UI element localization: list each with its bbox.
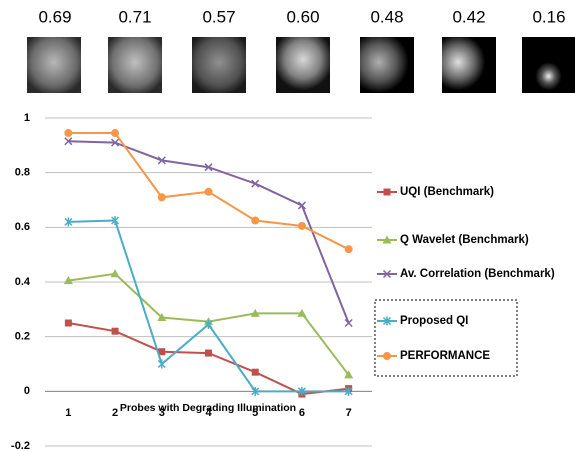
x-tick-label: 7 bbox=[346, 407, 352, 419]
y-tick-label: 0.6 bbox=[15, 221, 30, 233]
face-score: 0.42 bbox=[452, 7, 485, 26]
legend-label: Q Wavelet (Benchmark) bbox=[400, 234, 529, 246]
x-tick-label: 5 bbox=[252, 407, 258, 419]
marker bbox=[111, 129, 119, 137]
y-tick-label: 0.2 bbox=[15, 331, 30, 343]
marker bbox=[65, 320, 72, 327]
face-score: 0.48 bbox=[370, 7, 403, 26]
y-tick-label: 0 bbox=[24, 385, 30, 397]
marker bbox=[205, 350, 212, 357]
marker bbox=[384, 189, 391, 196]
x-tick-label: 3 bbox=[159, 407, 165, 419]
x-tick-label: 4 bbox=[205, 407, 212, 419]
face-score: 0.57 bbox=[202, 7, 235, 26]
marker bbox=[345, 245, 353, 253]
marker bbox=[383, 352, 391, 360]
series bbox=[65, 320, 352, 398]
face-score: 0.69 bbox=[38, 7, 71, 26]
face-image bbox=[108, 37, 162, 93]
face-score: 0.16 bbox=[532, 7, 565, 26]
marker bbox=[298, 222, 306, 230]
marker bbox=[158, 193, 166, 201]
marker bbox=[112, 328, 119, 335]
series bbox=[65, 138, 352, 327]
legend-label: Proposed QI bbox=[400, 315, 468, 327]
x-tick-label: 6 bbox=[299, 407, 305, 419]
x-tick-label: 1 bbox=[65, 407, 71, 419]
series bbox=[65, 216, 352, 396]
series-line bbox=[68, 323, 348, 394]
x-tick-label: 2 bbox=[112, 407, 118, 419]
y-tick-label: 1 bbox=[24, 112, 30, 124]
y-tick-label: 0.8 bbox=[15, 167, 30, 179]
y-tick-label: 0.4 bbox=[15, 276, 31, 288]
face-image bbox=[360, 37, 414, 93]
marker bbox=[205, 188, 213, 196]
marker bbox=[252, 369, 259, 376]
face-score: 0.60 bbox=[286, 7, 319, 26]
legend-label: PERFORMANCE bbox=[400, 350, 490, 362]
marker bbox=[158, 360, 165, 369]
face-image bbox=[442, 37, 496, 93]
face-image bbox=[276, 37, 330, 93]
face-score: 0.71 bbox=[118, 7, 151, 26]
face-image bbox=[27, 37, 81, 93]
series-line bbox=[68, 141, 348, 323]
marker bbox=[64, 129, 72, 137]
chart: Probes with Degrading Illumination 0.690… bbox=[0, 0, 575, 451]
face-images bbox=[27, 37, 575, 93]
series bbox=[64, 129, 352, 253]
face-image bbox=[192, 37, 246, 93]
legend-label: UQI (Benchmark) bbox=[400, 186, 494, 198]
legend-box bbox=[375, 300, 517, 376]
marker bbox=[251, 217, 259, 225]
series-line bbox=[68, 221, 348, 392]
face-image bbox=[522, 37, 575, 93]
y-tick-label: -0.2 bbox=[11, 440, 30, 451]
legend-label: Av. Correlation (Benchmark) bbox=[400, 268, 555, 280]
